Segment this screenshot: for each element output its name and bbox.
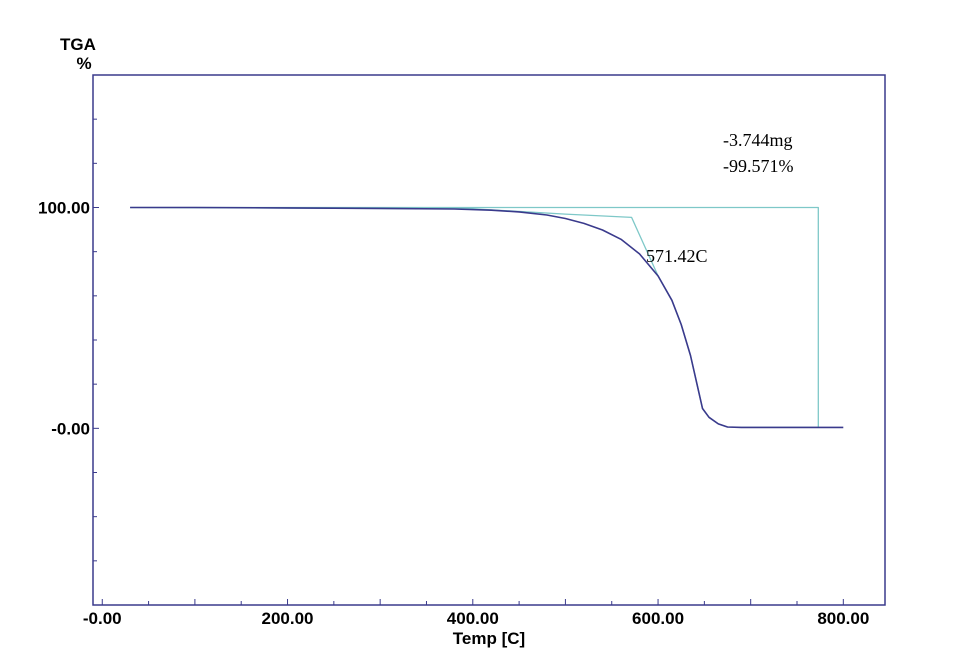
- x-tick-labels: -0.00 200.00 400.00 600.00 800.00: [83, 609, 869, 628]
- plot-frame: [92, 74, 886, 606]
- annotation-percent-loss: -99.571%: [723, 156, 794, 176]
- series-layer: [130, 206, 844, 429]
- x-tick-label: 200.00: [262, 609, 314, 628]
- x-tick-label: 800.00: [817, 609, 869, 628]
- annotation-mass-loss: -3.744mg: [723, 130, 793, 150]
- y-axis-label-unit: %: [76, 54, 91, 73]
- y-tick-label: 100.00: [38, 199, 90, 218]
- y-tick-labels: 100.00 -0.00: [38, 199, 90, 439]
- x-tick-label: 600.00: [632, 609, 684, 628]
- x-tick-label: 400.00: [447, 609, 499, 628]
- x-tick-label: -0.00: [83, 609, 122, 628]
- y-tick-label: -0.00: [51, 419, 90, 438]
- y-axis-label-tga: TGA: [60, 35, 96, 54]
- tga-curve-line: [130, 206, 844, 429]
- x-axis-label: Temp [C]: [453, 629, 525, 648]
- annotation-onset-temp: 571.42C: [646, 246, 708, 266]
- minor-ticks: [93, 74, 844, 605]
